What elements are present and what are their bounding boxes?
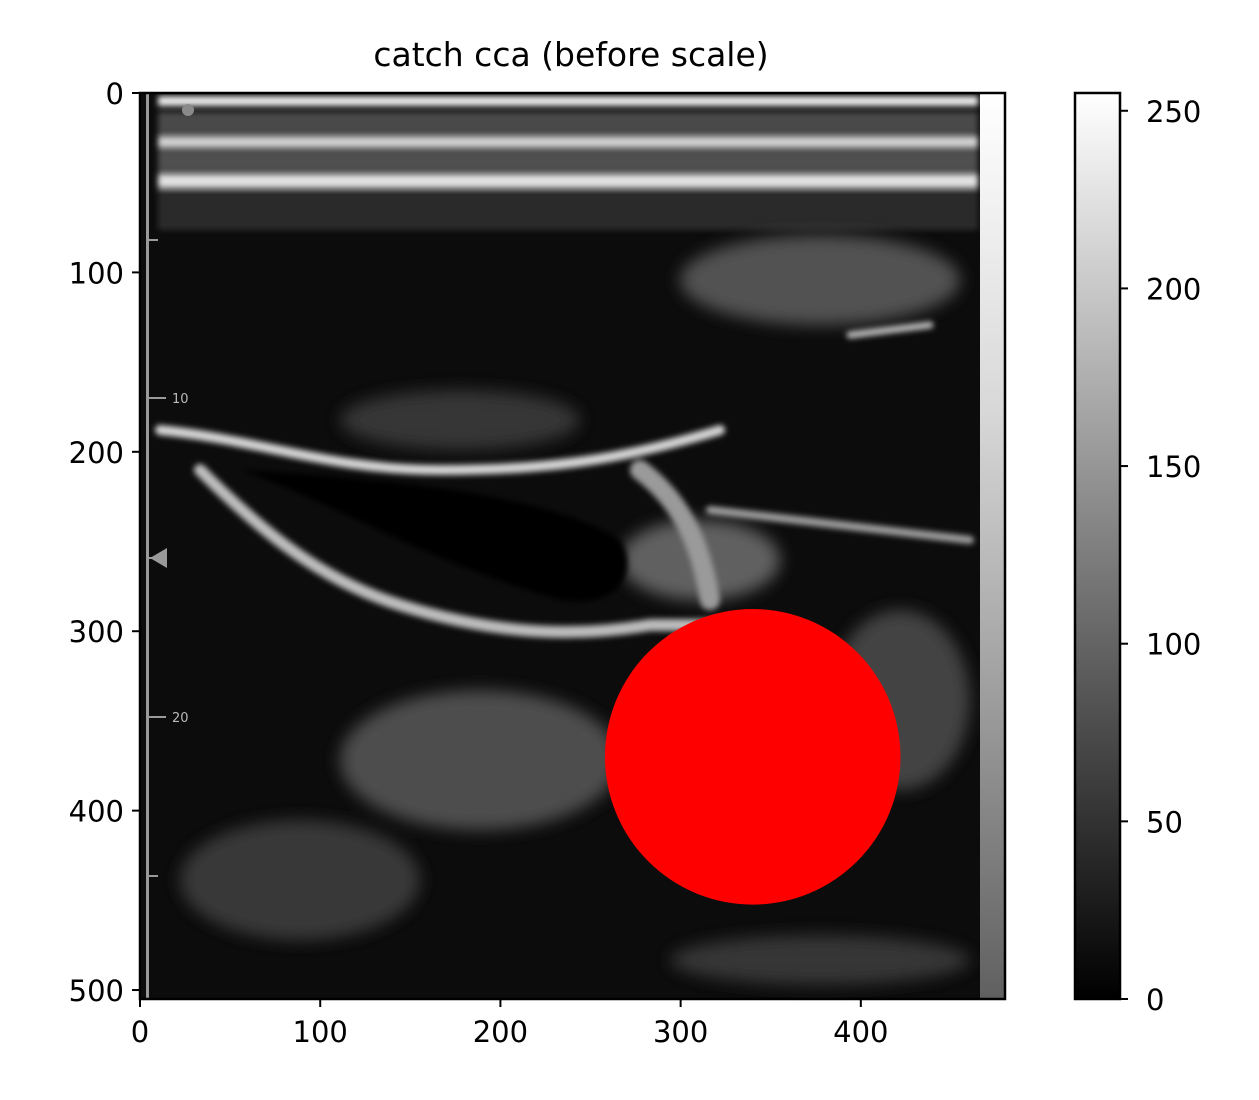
ruler-label-10: 10 (172, 392, 189, 407)
ultrasound-image: 10 20 (140, 93, 1005, 999)
colorbar-tick-label-3: 150 (1146, 450, 1201, 484)
y-tick-label-2: 200 (69, 436, 124, 470)
x-tick-label-3: 300 (653, 1015, 708, 1049)
y-tick-label-0: 0 (106, 77, 124, 111)
x-tick-label-4: 400 (833, 1015, 888, 1049)
y-tick-label-4: 400 (69, 795, 124, 829)
colorbar-tick-label-4: 200 (1146, 272, 1201, 306)
cca-marker-circle (604, 609, 901, 905)
axes-frame (138, 91, 1007, 1001)
colorbar-tick-label-5: 250 (1146, 95, 1201, 129)
y-tick-label-1: 100 (69, 256, 124, 290)
x-axis: 0 100 200 300 400 (131, 999, 889, 1049)
x-tick-label-2: 200 (473, 1015, 528, 1049)
x-tick-label-0: 0 (131, 1015, 149, 1049)
ruler-label-20: 20 (172, 711, 189, 726)
y-tick-label-3: 300 (69, 615, 124, 649)
y-axis: 0 100 200 300 400 500 (69, 77, 140, 1008)
colorbar: 0 50 100 150 200 250 (1073, 91, 1201, 1017)
y-tick-label-5: 500 (69, 974, 124, 1008)
x-tick-label-1: 100 (293, 1015, 348, 1049)
colorbar-tick-label-2: 100 (1146, 628, 1201, 662)
focus-marker (150, 548, 167, 568)
chart-title: catch cca (before scale) (373, 35, 768, 74)
colorbar-tick-label-0: 0 (1146, 983, 1164, 1017)
colorbar-tick-label-1: 50 (1146, 805, 1183, 839)
